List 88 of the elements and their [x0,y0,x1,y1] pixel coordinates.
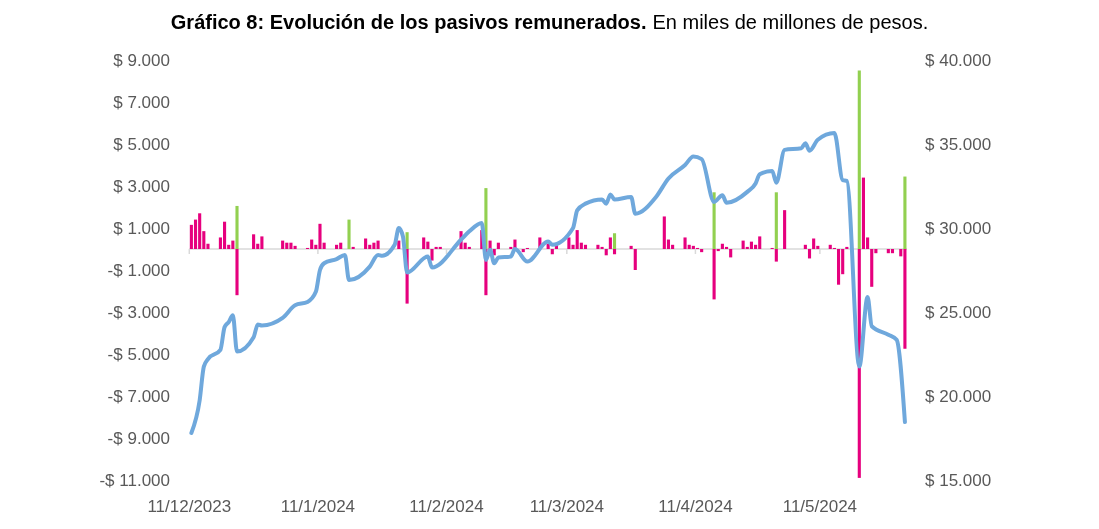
bar [691,245,695,249]
bar [612,233,617,249]
bar [281,240,285,249]
bar [886,249,890,254]
x-tick-label: 11/4/2024 [658,497,733,516]
y2-tick-label: $ 40.000 [925,50,992,70]
bar [422,237,426,249]
bar [671,244,675,249]
bar [812,238,816,249]
bar [857,70,861,249]
bar [890,249,895,254]
bar [749,241,753,249]
bar [662,216,666,249]
bar [550,249,554,255]
bar [758,236,762,249]
bar [235,205,239,249]
x-tick-label: 11/2/2024 [409,497,484,516]
bar [575,230,579,249]
bar [235,249,239,296]
bar [729,249,733,258]
bar [700,249,704,253]
y2-tick-label: $ 35.000 [925,134,992,154]
y-tick-label: -$ 7.000 [107,386,170,406]
bar [339,242,343,249]
y-tick-label: -$ 11.000 [99,470,170,490]
bar [285,242,289,249]
bar [430,249,434,261]
y2-tick-label: $ 25.000 [925,302,992,322]
y2-tick-label: $ 20.000 [925,386,992,406]
chart-subtitle: En miles de millones de pesos. [652,11,929,33]
bar [252,234,256,249]
y-tick-label: $ 3.000 [113,176,170,196]
bar [604,249,608,256]
line-series [189,131,907,435]
bar [633,249,637,270]
bar [741,240,745,249]
bar [608,237,612,249]
y-tick-label: $ 9.000 [113,50,170,70]
bar [223,221,227,249]
bar [774,249,778,262]
bar [807,249,812,259]
bar [612,249,617,255]
bar [189,224,193,249]
y-tick-label: $ 1.000 [113,218,170,238]
bar [683,237,687,249]
bar [289,242,293,249]
bar [712,249,716,300]
bar [376,240,380,249]
y-tick-label: -$ 5.000 [107,344,170,364]
bar [310,239,314,249]
bar [496,242,500,249]
bar [596,244,600,249]
bar [836,249,841,285]
bar [720,243,724,249]
bar [783,210,787,249]
bar [347,219,351,249]
bar [861,177,865,249]
bar [231,240,235,249]
x-tick-label: 11/1/2024 [280,497,356,516]
bar [364,238,368,249]
bar [521,249,525,253]
y-tick-label: -$ 3.000 [107,302,170,322]
bar [774,192,778,249]
chart-title: Gráfico 8: Evolución de los pasivos remunerados. [170,11,647,33]
y-tick-label: $ 7.000 [113,92,170,112]
bar [629,245,633,249]
bar [903,249,907,349]
y2-tick-label: $ 30.000 [925,218,992,238]
bar [372,242,376,249]
bar [426,241,430,249]
y-tick-label: -$ 9.000 [107,428,170,448]
bar [567,237,571,249]
x-tick-label: 11/5/2024 [782,497,858,516]
y2-tick-label: $ 15.000 [925,470,992,490]
x-tick-label: 11/3/2024 [529,497,605,516]
bar [318,223,322,249]
bar [335,244,339,249]
y-tick-label: -$ 1.000 [107,260,170,280]
bar [260,236,264,249]
y-tick-label: $ 5.000 [113,134,170,154]
bar [293,245,297,249]
bar [903,176,907,249]
bar [583,244,588,249]
x-tick-label: 11/12/2023 [147,497,232,516]
bar [198,213,202,249]
bar [828,244,832,249]
bar [870,249,874,287]
bar [803,244,807,249]
